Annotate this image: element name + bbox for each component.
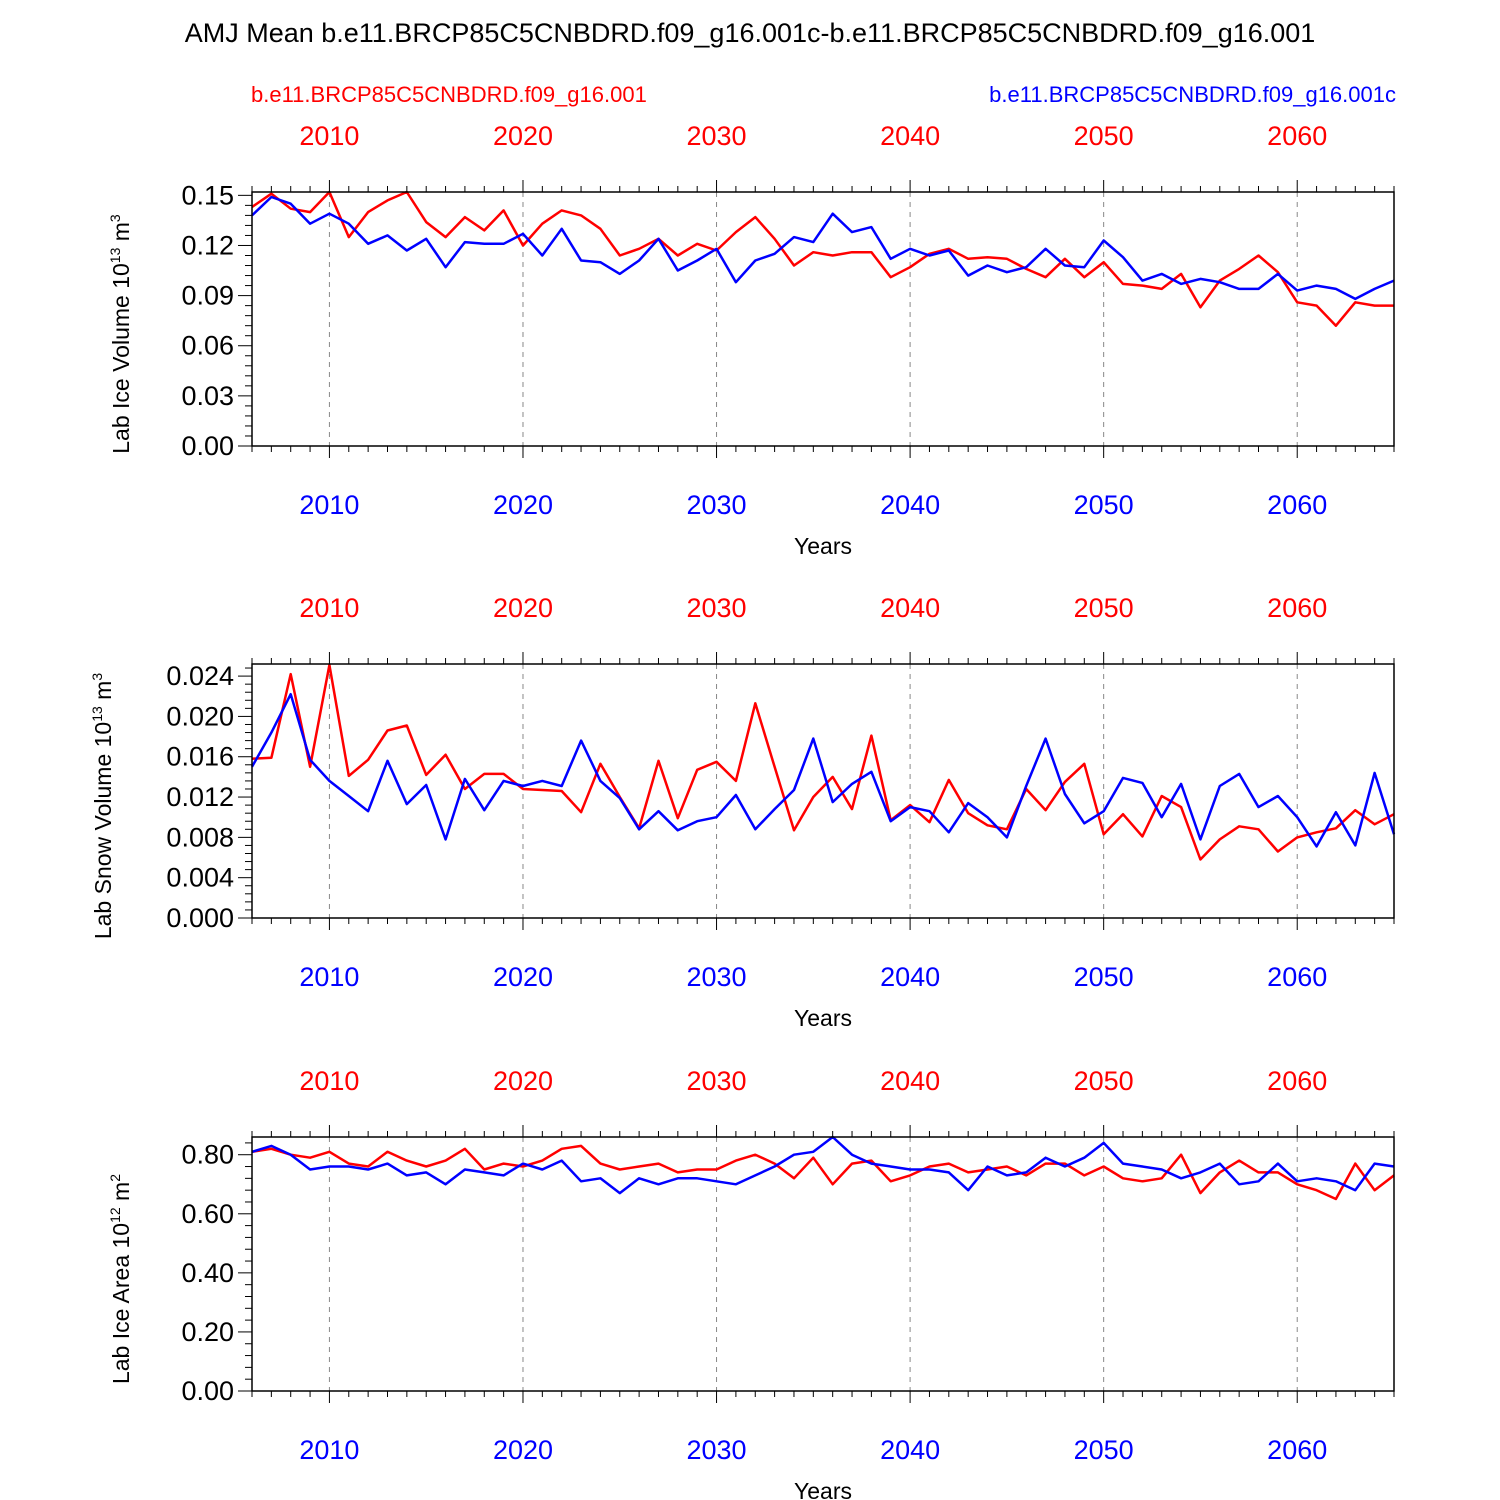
plot-frame — [251, 1136, 1395, 1392]
x-tick-label-top: 2060 — [1267, 121, 1327, 151]
x-tick-label-bottom: 2060 — [1267, 490, 1327, 520]
x-tick-label-top: 2040 — [880, 593, 940, 623]
y-tick-label: 0.000 — [166, 903, 234, 933]
panel-3: 0.00 0.20 0.40 0.60 0.80 2010 2010 2020 2020 2030… — [107, 1066, 1395, 1500]
y-tick-label: 0.016 — [166, 742, 234, 772]
y-tick-label: 0.020 — [166, 701, 234, 731]
y-tick-label: 0.012 — [166, 782, 234, 812]
x-tick-label-bottom: 2050 — [1074, 1435, 1134, 1465]
y-axis-title: Lab Ice Area 1012 m2 — [107, 1174, 134, 1384]
x-axis-title: Years — [794, 533, 852, 559]
x-tick-label-bottom: 2040 — [880, 1435, 940, 1465]
series-line-blue — [251, 195, 1395, 301]
y-tick-label: 0.008 — [166, 822, 234, 852]
x-tick-label-bottom: 2060 — [1267, 962, 1327, 992]
series-line-blue — [251, 1135, 1395, 1195]
y-axis-title: Lab Snow Volume 1013 m3 — [89, 673, 116, 940]
x-tick-label-top: 2030 — [687, 1066, 747, 1096]
y-tick-label: 0.09 — [181, 281, 234, 311]
x-axis-title: Years — [794, 1478, 852, 1500]
y-tick-label: 0.12 — [181, 230, 234, 260]
panel-1: 0.00 0.03 0.06 0.09 0.12 0.15 2010 2010 2020 2020… — [107, 121, 1395, 559]
x-tick-label-bottom: 2050 — [1074, 962, 1134, 992]
x-tick-label-top: 2050 — [1074, 1066, 1134, 1096]
x-tick-label-bottom: 2020 — [493, 490, 553, 520]
x-tick-label-bottom: 2030 — [687, 490, 747, 520]
x-tick-label-top: 2050 — [1074, 593, 1134, 623]
y-tick-label: 0.60 — [181, 1199, 234, 1229]
x-tick-label-bottom: 2020 — [493, 962, 553, 992]
series-line-red — [251, 1144, 1395, 1201]
y-tick-label: 0.03 — [181, 381, 234, 411]
x-tick-label-top: 2040 — [880, 121, 940, 151]
y-tick-label: 0.024 — [166, 661, 234, 691]
y-tick-label: 0.004 — [166, 863, 234, 893]
x-tick-label-bottom: 2050 — [1074, 490, 1134, 520]
y-axis-title: Lab Ice Volume 1013 m3 — [107, 214, 134, 454]
x-tick-label-bottom: 2040 — [880, 490, 940, 520]
plot-frame — [251, 663, 1395, 919]
x-tick-label-top: 2010 — [299, 1066, 359, 1096]
x-axis-title: Years — [794, 1005, 852, 1031]
y-tick-label: 0.00 — [181, 431, 234, 461]
x-tick-label-top: 2060 — [1267, 1066, 1327, 1096]
panel-2: 0.000 0.004 0.008 0.012 0.016 0.020 0.024 2010 2… — [89, 593, 1396, 1031]
x-tick-label-top: 2020 — [493, 593, 553, 623]
y-tick-label: 0.06 — [181, 331, 234, 361]
series-line-red — [251, 663, 1395, 861]
y-tick-label: 0.00 — [181, 1376, 234, 1406]
x-tick-label-bottom: 2030 — [687, 962, 747, 992]
x-tick-label-top: 2040 — [880, 1066, 940, 1096]
x-tick-label-bottom: 2010 — [299, 1435, 359, 1465]
x-tick-label-top: 2010 — [299, 593, 359, 623]
y-tick-label: 0.40 — [181, 1258, 234, 1288]
x-tick-label-bottom: 2010 — [299, 490, 359, 520]
series-line-blue — [250, 692, 1396, 848]
legend-blue-series: b.e11.BRCP85C5CNBDRD.f09_g16.001c — [989, 82, 1396, 107]
x-tick-label-top: 2030 — [687, 121, 747, 151]
series-line-red — [251, 190, 1394, 327]
x-tick-label-bottom: 2020 — [493, 1435, 553, 1465]
x-tick-label-top: 2010 — [299, 121, 359, 151]
x-tick-label-bottom: 2030 — [687, 1435, 747, 1465]
x-tick-label-top: 2030 — [687, 593, 747, 623]
x-tick-label-bottom: 2060 — [1267, 1435, 1327, 1465]
chart-title: AMJ Mean b.e11.BRCP85C5CNBDRD.f09_g16.00… — [184, 18, 1316, 48]
x-tick-label-bottom: 2010 — [299, 962, 359, 992]
y-tick-label: 0.80 — [181, 1140, 234, 1170]
y-tick-label: 0.20 — [181, 1317, 234, 1347]
x-tick-label-top: 2020 — [493, 121, 553, 151]
x-tick-label-top: 2060 — [1267, 593, 1327, 623]
x-tick-label-top: 2050 — [1074, 121, 1134, 151]
x-tick-label-bottom: 2040 — [880, 962, 940, 992]
legend-red-series: b.e11.BRCP85C5CNBDRD.f09_g16.001 — [251, 82, 647, 107]
y-tick-label: 0.15 — [181, 180, 234, 210]
x-tick-label-top: 2020 — [493, 1066, 553, 1096]
plot-frame — [251, 191, 1395, 447]
